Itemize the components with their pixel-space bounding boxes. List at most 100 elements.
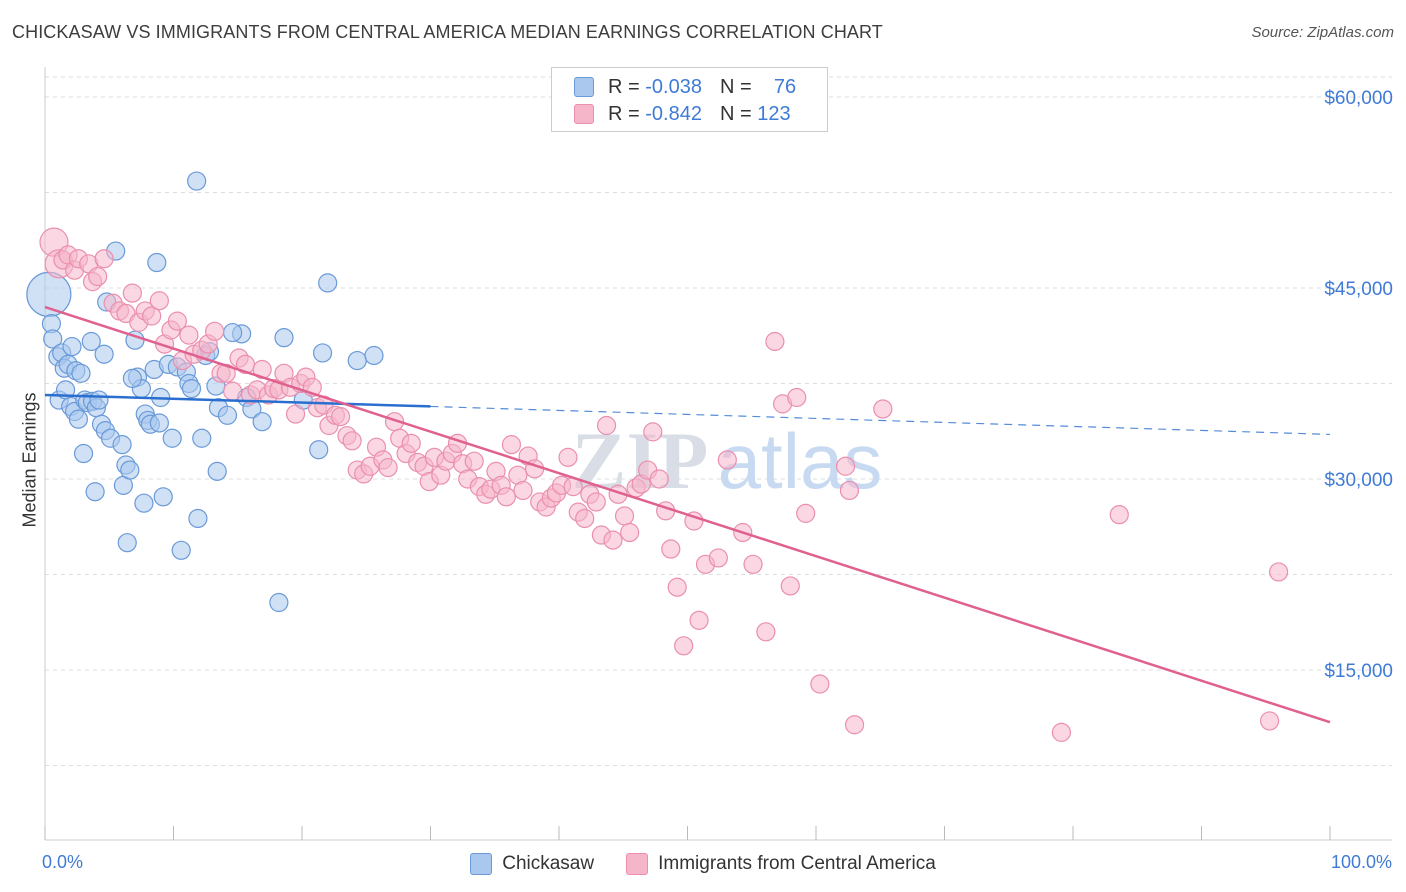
immigrants-point [810,674,830,694]
trend-lines [44,305,1331,724]
chickasaw-point [309,440,329,460]
immigrants-point [378,457,398,478]
legend-r-value: -0.038 [645,75,702,98]
immigrants-point [94,249,114,269]
immigrants-point [285,404,306,424]
immigrants-point [88,266,108,287]
chickasaw-point [94,344,114,364]
chickasaw-point [89,390,109,410]
chickasaw-point [252,412,272,432]
immigrants-point [586,492,606,512]
chickasaw-point [134,493,154,513]
chickasaw-point [62,336,82,357]
x-tick-label-max: 100.0% [1330,852,1392,872]
legend-swatch-pink [574,104,594,124]
immigrants-point [835,456,856,476]
immigrants-point [464,451,484,471]
chickasaw-point [153,487,173,507]
immigrants-point [501,435,522,455]
immigrants-point [708,548,728,568]
chickasaw-point [85,482,105,502]
immigrants-point [142,306,162,326]
chickasaw-point [187,171,207,191]
chickasaw-trend-extension [430,405,1331,436]
immigrants-point [223,381,243,401]
immigrants-point [603,530,623,550]
immigrants-point [216,363,236,383]
immigrants-point [1260,711,1280,731]
immigrants-point [689,610,709,630]
immigrants-point [643,422,663,442]
chickasaw-point [318,273,338,293]
series-legend: Chickasaw Immigrants from Central Americ… [0,851,1406,877]
source-credit: Source: ZipAtlas.com [1251,24,1394,41]
chickasaw-point [223,322,243,343]
immigrants-point [787,387,807,408]
legend-r-label: R = [608,75,640,98]
immigrants-point [674,636,694,656]
legend-swatch-blue [574,77,594,97]
legend-item-immigrants[interactable]: Immigrants from Central America [626,853,936,875]
chickasaw-point [147,252,167,273]
immigrants-point [844,715,865,735]
chickasaw-point [188,508,208,529]
chickasaw-point [269,592,289,613]
data-points [26,171,1289,742]
legend-label-immigrants: Immigrants from Central America [658,853,936,874]
immigrants-point [620,522,640,543]
immigrants-point [756,622,776,642]
axes [44,67,1392,841]
immigrants-point [513,480,533,501]
stats-legend: R = -0.038 N = 76 R = -0.842 N = 123 [551,67,828,132]
immigrants-point [765,331,785,352]
legend-n-value: 76 [773,75,797,98]
immigrants-point [122,283,142,303]
chickasaw-point [112,435,132,455]
legend-swatch-blue [470,853,493,875]
chickasaw-point [26,271,72,317]
chickasaw-point [122,368,142,389]
y-tick-label: $45,000 [1324,279,1393,300]
chickasaw-point [73,443,94,464]
immigrants-point [873,399,893,419]
chickasaw-point [312,343,333,363]
immigrants-point [342,431,362,451]
chickasaw-point [68,409,89,429]
immigrants-point [839,480,860,501]
legend-swatch-pink [626,853,649,875]
chickasaw-point [364,345,384,366]
immigrants-point [780,576,800,596]
chickasaw-point [162,428,182,448]
legend-r-value: -0.842 [645,102,702,125]
immigrants-point [1268,562,1289,582]
immigrants-point [149,291,169,311]
chickasaw-point [171,540,191,560]
immigrants-point [330,407,351,427]
legend-n-value: 123 [757,102,791,125]
immigrants-point [661,539,681,559]
immigrants-point [743,554,763,574]
immigrants-point [401,433,421,453]
immigrants-point [1109,505,1129,525]
legend-label-chickasaw: Chickasaw [502,853,595,874]
chickasaw-point [120,460,140,480]
chickasaw-point [81,331,101,352]
chickasaw-point [347,350,367,371]
chickasaw-point [207,461,227,481]
immigrants-point [649,469,669,489]
immigrants-point [1051,722,1072,742]
immigrants-trend-line [44,305,1331,724]
chickasaw-trend-line [44,393,431,408]
immigrants-point [558,447,578,467]
legend-row-chickasaw: R = -0.038 N = 76 [574,75,796,99]
legend-n-label: N = [719,102,752,125]
chickasaw-point [71,363,91,383]
y-tick-label: $30,000 [1324,470,1393,491]
chickasaw-point [149,413,169,433]
legend-item-chickasaw[interactable]: Chickasaw [470,853,594,875]
chart-title: CHICKASAW VS IMMIGRANTS FROM CENTRAL AME… [12,22,883,42]
immigrants-point [205,321,225,341]
immigrants-point [167,311,187,331]
immigrants-point [796,503,816,523]
